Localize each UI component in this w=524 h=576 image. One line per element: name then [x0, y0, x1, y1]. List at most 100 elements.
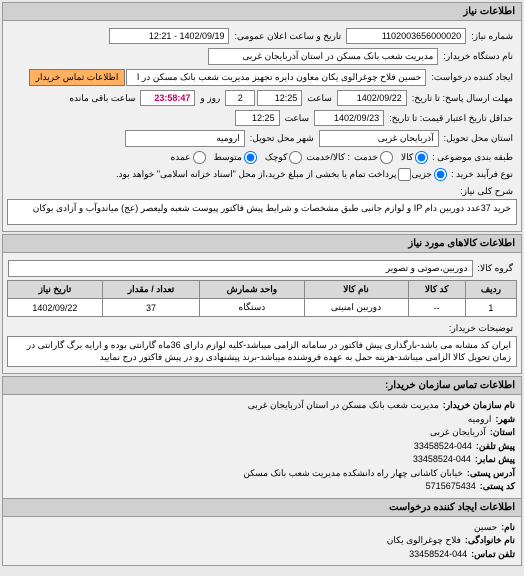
number-label: شماره نیاز:	[467, 29, 517, 44]
radio-medium-label: متوسط	[214, 152, 242, 163]
radio-cash[interactable]: جزیی	[411, 168, 447, 181]
radio-cash-label: جزیی	[411, 169, 432, 180]
radio-small[interactable]: کوچک	[265, 151, 303, 164]
province-value: آذربایجان غربی	[319, 130, 439, 147]
radio-service[interactable]: خدمت	[354, 151, 393, 164]
org-name-label: نام سازمان خریدار:	[443, 399, 515, 413]
row-buyer-name: نام دستگاه خریدار: مدیریت شعب بانک مسکن …	[7, 47, 517, 66]
time-label-1: ساعت	[303, 91, 336, 106]
org-postal-label: کد پستی:	[480, 480, 515, 494]
buyer-name-label: نام دستگاه خریدار:	[439, 49, 517, 64]
creator-name-value: حسین	[474, 521, 497, 535]
org-address-value: خیابان کاشانی چهار راه دانشکده مدیریت شع…	[243, 467, 463, 481]
row-requester: ایجاد کننده درخواست: حسین فلاح چوغرالوی …	[7, 68, 517, 87]
days-value: 2	[225, 90, 255, 106]
budget-type-label: طبقه بندی موضوعی :	[428, 150, 517, 165]
org-address-label: آدرس پستی:	[467, 467, 515, 481]
row-response-deadline: مهلت ارسال پاسخ: تا تاریخ: 1402/09/22 سا…	[7, 89, 517, 107]
radio-goods[interactable]: کالا	[401, 151, 428, 164]
th-0: ردیف	[465, 281, 516, 299]
row-number: شماره نیاز: 1102003656000020 تاریخ و ساع…	[7, 27, 517, 45]
org-fax-label: پیش نمابر:	[475, 453, 515, 467]
goods-table: ردیف کد کالا نام کالا واحد شمارش تعداد /…	[7, 280, 517, 317]
radio-medium[interactable]: متوسط	[214, 151, 257, 164]
process-note: پرداخت تمام یا بخشی از مبلغ خرید،از محل …	[116, 169, 396, 180]
radio-large[interactable]: عمده	[171, 151, 206, 164]
th-2: نام کالا	[304, 281, 408, 299]
buyer-name-value: مدیریت شعب بانک مسکن در استان آذربایجان …	[208, 48, 438, 65]
size-label: : کالا/خدمت	[302, 150, 354, 165]
goods-group-value: دوربین،صوتی و تصویر	[8, 260, 473, 277]
creator-family-value: فلاح چوغرالوی یکان	[387, 534, 461, 548]
row-description: شرح کلی نیاز: خرید 37عدد دوربین دام IP و…	[7, 184, 517, 225]
desc-label: شرح کلی نیاز:	[456, 184, 517, 199]
radio-large-label: عمده	[171, 152, 191, 163]
org-panel: اطلاعات تماس سازمان خریدار: نام سازمان خ…	[2, 376, 522, 566]
checkbox-note-input[interactable]	[398, 168, 411, 181]
td-5: 1402/09/22	[8, 299, 103, 317]
checkbox-note[interactable]: پرداخت تمام یا بخشی از مبلغ خرید،از محل …	[116, 168, 411, 181]
td-1: --	[408, 299, 465, 317]
process-label: نوع فرآیند خرید :	[447, 167, 517, 182]
org-header: اطلاعات تماس سازمان خریدار:	[3, 377, 521, 395]
org-phone-label: پیش تلفن:	[476, 440, 515, 454]
response-label: مهلت ارسال پاسخ: تا تاریخ:	[408, 91, 517, 106]
row-buyer-notes: توضیحات خریدار: ایران کد مشابه می باشد-ب…	[7, 321, 517, 367]
size-radio-group: کوچک متوسط عمده	[171, 151, 303, 164]
creator-header: اطلاعات ایجاد کننده درخواست	[3, 498, 521, 517]
goods-header: اطلاعات کالاهای مورد نیاز	[3, 235, 521, 253]
radio-service-label: خدمت	[354, 152, 378, 163]
radio-goods-label: کالا	[401, 152, 413, 163]
creator-phone-label: تلفن تماس:	[471, 548, 515, 562]
creator-name-label: نام:	[501, 521, 515, 535]
price-date: 1402/09/23	[314, 110, 384, 126]
radio-medium-input[interactable]	[244, 151, 257, 164]
city-value: ارومیه	[125, 130, 245, 147]
td-0: 1	[465, 299, 516, 317]
type-radio-group: کالا خدمت	[354, 151, 428, 164]
th-3: واحد شمارش	[200, 281, 304, 299]
org-fax-value: 33458524-044	[413, 453, 471, 467]
response-date: 1402/09/22	[337, 90, 407, 106]
number-value: 1102003656000020	[346, 28, 466, 44]
response-time: 12:25	[257, 90, 302, 106]
panel-title: اطلاعات نیاز	[3, 3, 521, 21]
row-goods-group: گروه کالا: دوربین،صوتی و تصویر	[7, 259, 517, 278]
org-phone-value: 33458524-044	[414, 440, 472, 454]
th-5: تاریخ نیاز	[8, 281, 103, 299]
org-info: نام سازمان خریدار: مدیریت شعب بانک مسکن د…	[3, 395, 521, 498]
radio-goods-input[interactable]	[415, 151, 428, 164]
city-label: شهر محل تحویل:	[246, 131, 318, 146]
contact-button[interactable]: اطلاعات تماس خریدار	[29, 69, 126, 86]
org-name-value: مدیریت شعب بانک مسکن در استان آذربایجان …	[248, 399, 439, 413]
goods-panel: اطلاعات کالاهای مورد نیاز گروه کالا: دور…	[2, 234, 522, 374]
remaining-label: ساعت باقی مانده	[65, 91, 139, 106]
radio-small-input[interactable]	[289, 151, 302, 164]
time-label-2: ساعت	[281, 111, 314, 126]
requester-value: حسین فلاح چوغرالوی یکان معاون دایره تجهی…	[126, 69, 426, 86]
province-label: استان محل تحویل:	[440, 131, 517, 146]
table-row: 1 -- دوربین امنیتی دستگاه 37 1402/09/22	[8, 299, 517, 317]
radio-small-label: کوچک	[265, 152, 288, 163]
days-label: روز و	[196, 91, 224, 106]
radio-large-input[interactable]	[193, 151, 206, 164]
announce-label: تاریخ و ساعت اعلان عمومی:	[230, 29, 345, 44]
org-city-value: ارومیه	[468, 413, 492, 427]
row-budget-type: طبقه بندی موضوعی : کالا خدمت : کالا/خدمت…	[7, 150, 517, 165]
price-time: 12:25	[235, 110, 280, 126]
td-4: 37	[102, 299, 199, 317]
org-province-value: آذربایجان غربی	[430, 426, 486, 440]
radio-cash-input[interactable]	[434, 168, 447, 181]
org-postal-value: 5715675434	[426, 480, 476, 494]
buyer-notes-label: توضیحات خریدار:	[445, 321, 517, 336]
row-price-deadline: حداقل تاریخ اعتبار قیمت: تا تاریخ: 1402/…	[7, 109, 517, 127]
countdown-value: 23:58:47	[140, 90, 195, 106]
requester-label: ایجاد کننده درخواست:	[427, 70, 517, 85]
row-process: نوع فرآیند خرید : جزیی پرداخت تمام یا بخ…	[7, 167, 517, 182]
radio-service-input[interactable]	[380, 151, 393, 164]
org-city-label: شهر:	[495, 413, 515, 427]
creator-phone-value: 33458524-044	[409, 548, 467, 562]
main-panel: اطلاعات نیاز شماره نیاز: 110200365600002…	[2, 2, 522, 232]
th-1: کد کالا	[408, 281, 465, 299]
creator-family-label: نام خانوادگی:	[465, 534, 515, 548]
